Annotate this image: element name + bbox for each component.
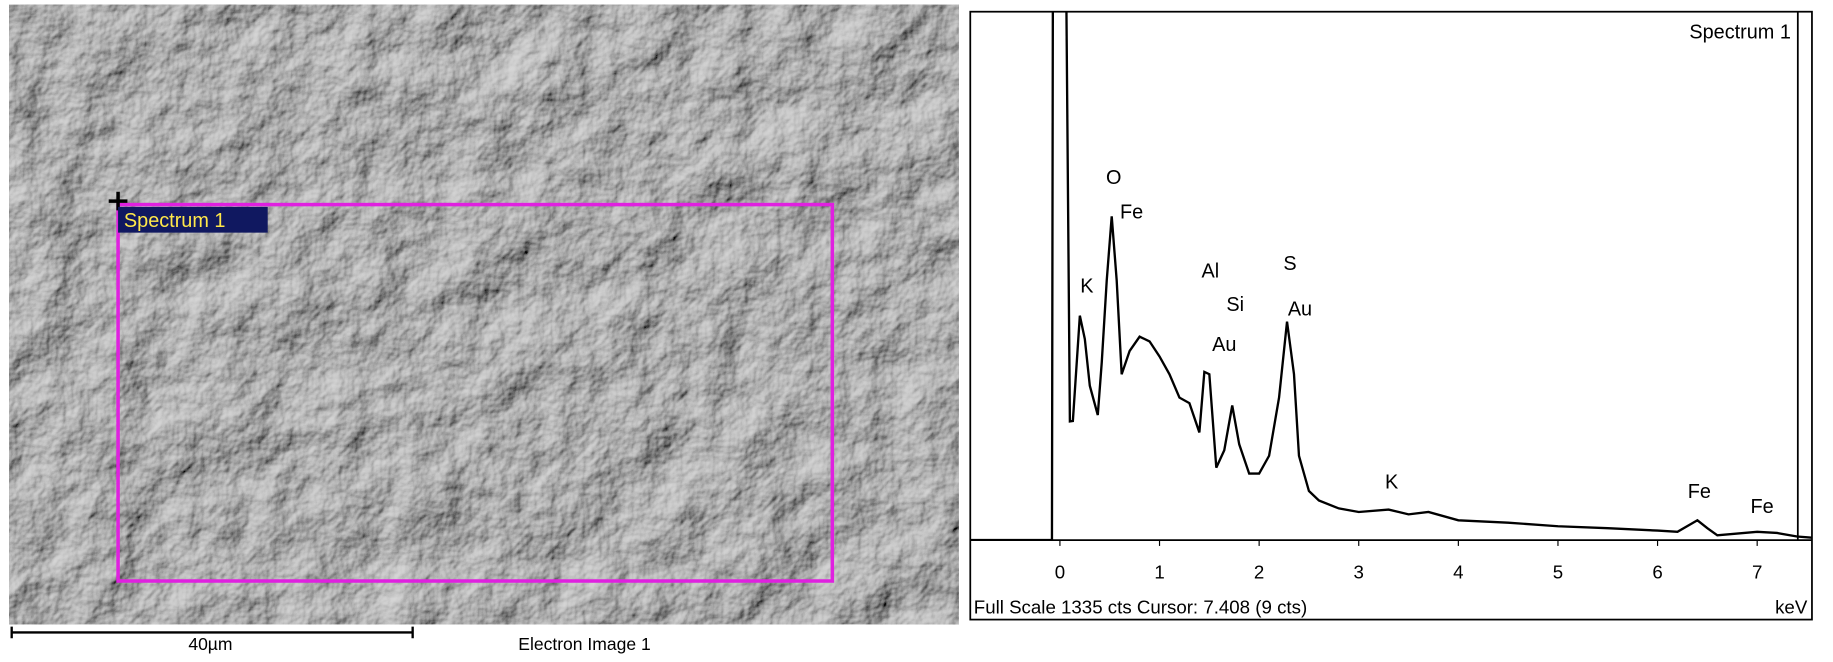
peak-label: Au — [1288, 299, 1312, 321]
peak-label: Au — [1212, 334, 1236, 356]
footer: Full Scale 1335 cts Cursor: 7.408 (9 cts… — [974, 597, 1307, 618]
peak-label: K — [1385, 472, 1399, 494]
sem-image: Spectrum 1 40µm Electron Image 1 — [9, 5, 958, 654]
x-tick-label: 7 — [1752, 562, 1762, 583]
chart-frame — [970, 12, 1812, 620]
spectrum-label: Spectrum 1 — [124, 210, 226, 232]
x-tick-label: 0 — [1055, 562, 1065, 583]
page: Spectrum 1 40µm Electron Image 1 Spectru… — [0, 0, 1833, 662]
peak-label: Fe — [1688, 481, 1711, 503]
peak-label: Al — [1201, 260, 1219, 282]
image-caption: Electron Image 1 — [518, 634, 650, 654]
peak-label: Fe — [1751, 496, 1774, 518]
chart-title: Spectrum 1 — [1689, 22, 1791, 44]
peak-label: K — [1080, 275, 1094, 297]
x-tick-label: 1 — [1154, 562, 1164, 583]
sem-texture — [9, 5, 958, 625]
peak-label: Fe — [1120, 202, 1143, 224]
x-axis-label: keV — [1775, 597, 1808, 618]
peak-label: O — [1106, 167, 1121, 189]
spectrum-chart: Spectrum 1 Full Scale 1335 cts Cursor: 7… — [970, 0, 1812, 620]
x-tick-label: 4 — [1453, 562, 1463, 583]
x-tick-label: 2 — [1254, 562, 1264, 583]
x-tick-label: 5 — [1553, 562, 1563, 583]
x-tick-label: 3 — [1354, 562, 1364, 583]
peak-label: Si — [1226, 294, 1244, 316]
x-tick-label: 6 — [1652, 562, 1662, 583]
scale-label: 40µm — [188, 634, 232, 654]
peak-label: S — [1283, 253, 1296, 275]
figure: Spectrum 1 40µm Electron Image 1 Spectru… — [0, 0, 1833, 657]
